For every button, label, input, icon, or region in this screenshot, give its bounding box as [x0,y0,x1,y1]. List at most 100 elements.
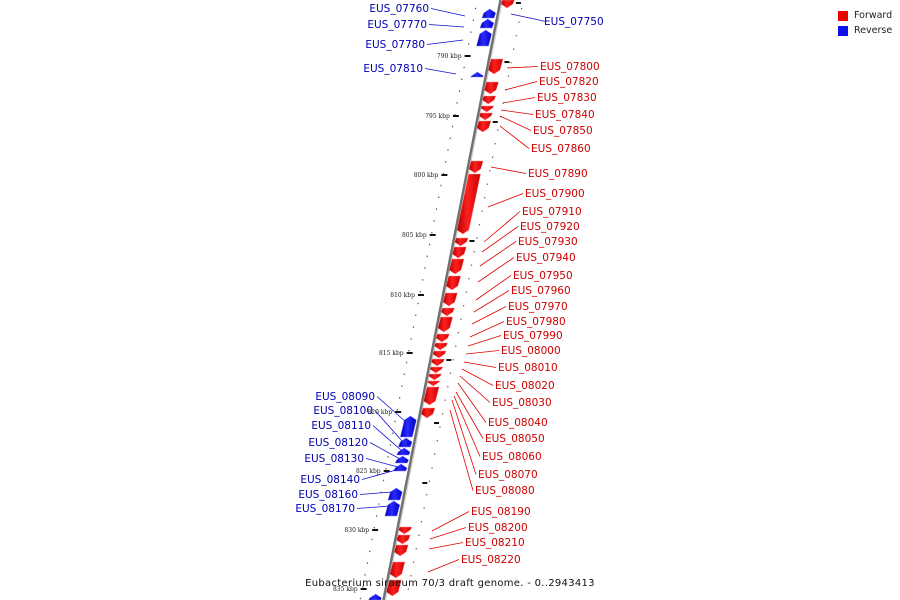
ruler-dot [378,503,380,505]
forward-gene [393,544,409,557]
ruler-tick-label: 795 kbp [425,113,450,120]
ruler-dot [499,116,502,118]
forward-gene [428,373,443,381]
label-leader [463,361,497,368]
ruler-dot [494,143,496,145]
forward-gene [440,307,455,317]
forward-gene-label: EUS_07860 [531,143,591,155]
forward-gene-label: EUS_08010 [498,362,558,374]
forward-gene-label: EUS_07960 [511,285,571,297]
label-leader [499,115,532,131]
backbone-line [382,0,502,600]
forward-gene [480,105,495,113]
reverse-gene-label: EUS_07750 [544,16,604,28]
forward-gene [423,386,440,406]
forward-gene [468,160,484,174]
ruler-tick [429,234,436,236]
forward-gene [483,81,499,95]
label-leader [455,391,484,439]
label-leader [467,335,502,347]
forward-gene [487,58,504,75]
ruler-dot [359,597,362,600]
forward-gene [500,0,515,9]
forward-gene [476,120,492,133]
ruler-tick-minor [492,121,498,123]
forward-gene [385,579,402,597]
gene-features [368,0,515,600]
ruler-tick-minor [504,61,510,63]
label-leader [430,8,466,17]
label-leader [361,469,397,480]
ruler-dot [403,373,405,375]
ruler-dot [376,515,378,517]
ruler-tick-label: 830 kbp [344,527,369,534]
forward-gene-label: EUS_08050 [485,433,545,445]
forward-gene [398,526,413,535]
forward-gene-label: EUS_08000 [501,345,561,357]
label-leader [506,66,539,69]
label-leader [372,425,403,452]
ruler-dot [449,372,452,374]
ruler-dot [460,318,462,320]
reverse-gene-label: EUS_08110 [311,420,371,432]
ruler-dot [447,386,449,388]
ruler-tick-label: 820 kbp [367,409,392,416]
label-leader [374,410,403,442]
ruler-dot [382,479,385,482]
ruler-dot [452,359,454,361]
label-leader [479,241,517,267]
forward-gene [448,258,465,275]
forward-gene-label: EUS_08190 [471,506,531,518]
ruler-dot [369,550,371,552]
ruler-dot [364,574,366,576]
ruler-dot [470,31,472,33]
forward-gene-label: EUS_08220 [461,554,521,566]
forward-gene [437,316,454,333]
ruler-dot [422,279,424,281]
ruler-tick-label: 800 kbp [414,172,439,179]
forward-gene-label: EUS_08210 [465,537,525,549]
ruler-tick-minor [515,2,521,4]
ruler-tick-label: 835 kbp [333,586,358,593]
ruler-dot [419,291,421,293]
ruler-dot [481,210,483,212]
ruler-tick-label: 825 kbp [356,468,381,475]
ruler-dot [410,338,412,340]
reverse-gene-label: EUS_08170 [295,503,355,515]
forward-gene [433,342,449,351]
reverse-gene-label: EUS_07810 [363,63,423,75]
reverse-gene [481,8,497,19]
reverse-gene [476,29,492,47]
reverse-gene-label: EUS_08090 [315,391,375,403]
ruler-dot [435,208,438,210]
forward-gene-label: EUS_07930 [518,236,578,248]
ruler-dot [447,149,449,151]
ruler-dot [451,125,454,128]
ruler-dot [426,255,428,257]
ruler-dot [420,521,423,523]
label-leader [499,125,530,149]
forward-gene-label: EUS_08080 [475,485,535,497]
label-leader [457,382,487,423]
ruler-dot [373,527,375,529]
forward-gene [442,292,458,307]
ruler-dot [491,156,494,158]
forward-gene-label: EUS_08020 [495,380,555,392]
ruler-dot [476,237,478,239]
reverse-gene-label: EUS_08140 [300,474,360,486]
label-leader [477,257,515,283]
legend-forward-swatch [838,10,848,21]
label-leader [481,226,519,253]
ruler-dot [440,184,442,187]
label-leader [502,97,536,104]
gene-labels: EUS_07800 EUS_07820 EUS_07830 EUS_07840 EUS_… [295,3,603,566]
ruler-dot [380,491,382,493]
reverse-gene-label: EUS_08130 [304,453,364,465]
ruler-dot [478,224,481,226]
ruler-dot [399,397,401,399]
reverse-gene [397,437,413,448]
forward-gene [429,366,444,374]
forward-gene [435,333,450,343]
ruler-dot [444,399,446,401]
ruler-dot [461,78,463,80]
